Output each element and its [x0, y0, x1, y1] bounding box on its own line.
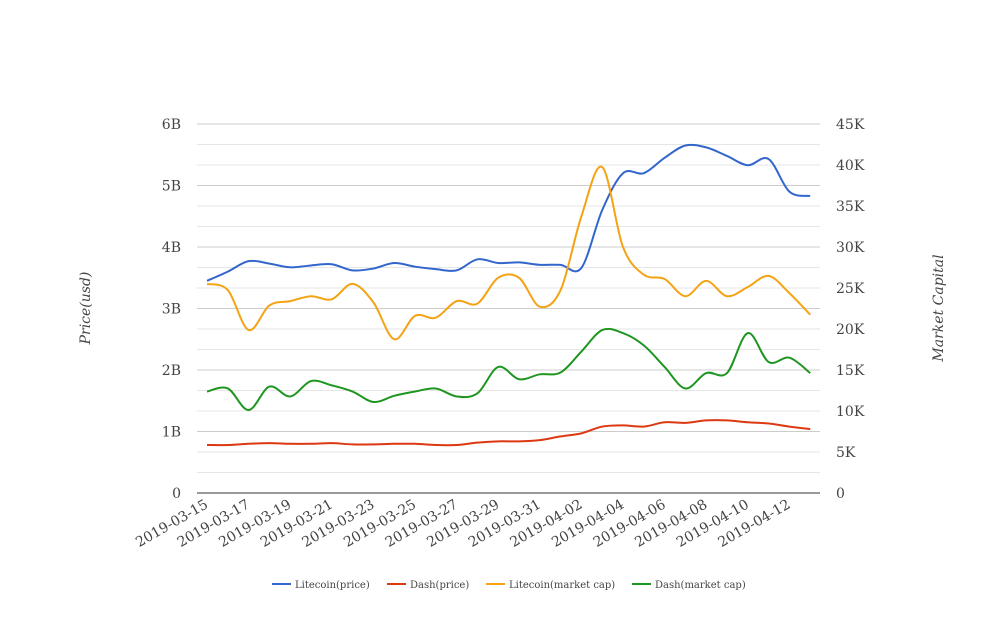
y2-tick-label: 40K — [836, 158, 865, 174]
y-tick-label: 6B — [162, 117, 181, 133]
y-tick-label: 1B — [162, 425, 181, 441]
legend-label: Dash(price) — [410, 580, 469, 591]
legend: Litecoin(price) Dash(price) Litecoin(marke… — [272, 580, 746, 591]
gridlines — [197, 123, 820, 494]
series-line-dash-market-cap — [206, 327, 811, 411]
y2-tick-label: 35K — [836, 199, 865, 215]
y2-tick-label: 10K — [836, 404, 865, 420]
series-line-dash-price — [206, 419, 811, 447]
x-axis: 2019-03-152019-03-172019-03-192019-03-21… — [133, 497, 793, 551]
legend-label: Litecoin(price) — [295, 580, 370, 591]
y2-axis-title: Market Capital — [931, 254, 947, 362]
y-tick-label: 3B — [162, 302, 181, 318]
y2-tick-label: 45K — [836, 117, 865, 133]
y2-tick-label: 30K — [836, 240, 865, 256]
y-tick-label: 0 — [172, 486, 181, 502]
legend-label: Dash(market cap) — [655, 580, 746, 591]
legend-item: Dash(market cap) — [632, 580, 746, 591]
y2-tick-label: 25K — [836, 281, 865, 297]
y2-tick-label: 20K — [836, 322, 865, 338]
y-tick-label: 2B — [162, 363, 181, 379]
legend-item: Litecoin(price) — [272, 580, 370, 591]
y-tick-label: 4B — [162, 240, 181, 256]
legend-item: Dash(price) — [387, 580, 469, 591]
y2-tick-label: 0 — [836, 486, 845, 502]
y2-tick-label: 15K — [836, 363, 865, 379]
y-axis-title: Price(usd) — [78, 272, 94, 346]
y-tick-label: 5B — [162, 179, 181, 195]
series-line-litecoin-price — [206, 143, 811, 282]
y-axis-right: 0 5K 10K 15K 20K 25K 30K 35K 40K 45K — [836, 117, 865, 502]
series-lines — [206, 143, 811, 447]
legend-label: Litecoin(market cap) — [509, 580, 615, 591]
legend-item: Litecoin(market cap) — [486, 580, 615, 591]
y-axis-left: 0 1B 2B 3B 4B 5B 6B — [162, 117, 181, 502]
y2-tick-label: 5K — [836, 445, 856, 461]
series-line-litecoin-market-cap — [206, 165, 811, 341]
